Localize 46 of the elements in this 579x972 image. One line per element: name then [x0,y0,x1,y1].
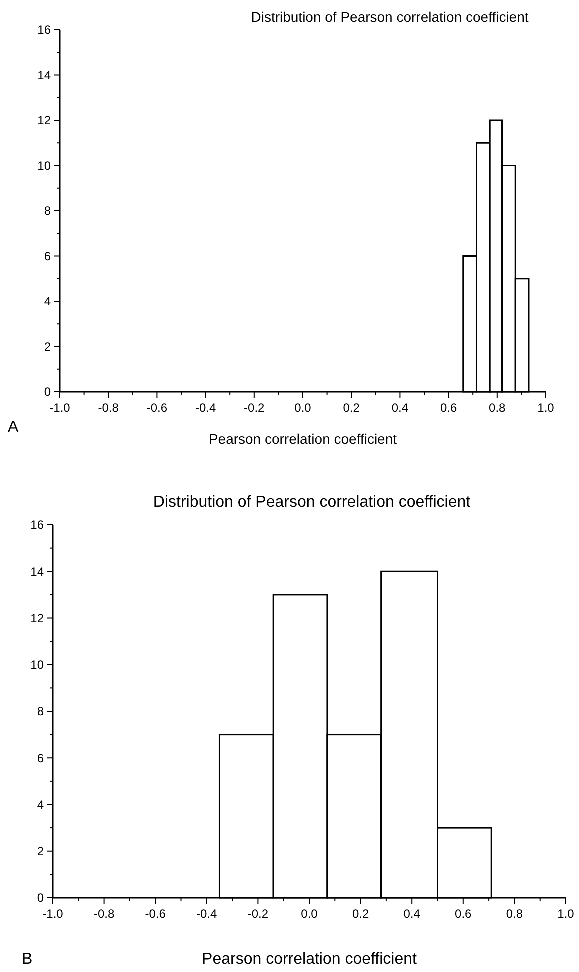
x-tick-label: 0.8 [489,401,506,415]
x-tick-label: -0.8 [98,401,120,415]
y-tick-label: 10 [38,158,52,173]
y-tick-label: 10 [30,658,44,672]
y-tick-label: 4 [37,798,44,812]
x-tick-label: -0.6 [146,401,168,415]
x-axis-title: Pearson correlation coefficient [208,431,398,447]
x-axis-title: Pearson correlation coefficient [202,951,418,968]
x-tick-label: 0.6 [440,401,458,415]
x-tick-label: 0.8 [506,907,524,921]
x-tick-label: 0.0 [294,401,312,415]
y-tick-label: 2 [37,844,44,859]
y-tick-label: 8 [37,704,44,719]
x-tick-label: 0.4 [392,401,409,415]
x-tick-label: 0.2 [343,401,360,415]
x-tick-label: 0.4 [404,907,421,921]
x-tick-label: 1.0 [558,907,575,921]
y-tick-label: 0 [37,891,44,906]
x-tick-label: -0.4 [196,907,218,921]
y-tick-label: 2 [44,340,52,354]
x-tick-label: -0.6 [145,907,166,921]
y-tick-label: 14 [30,564,44,579]
y-tick-label: 6 [44,249,52,264]
y-tick-label: 12 [38,114,52,128]
y-tick-label: 6 [37,751,44,766]
y-tick-label: 8 [44,204,52,218]
x-tick-label: 1.0 [538,401,555,415]
y-tick-label: 4 [44,294,52,309]
x-tick-label: -0.2 [248,907,269,921]
x-tick-label: -0.2 [244,401,266,415]
x-tick-label: 0.6 [455,907,472,921]
y-tick-label: 12 [30,611,44,626]
y-tick-label: 14 [38,68,52,82]
x-tick-label: -1.0 [50,401,71,415]
text: B [22,951,33,968]
x-tick-label: 0.2 [352,907,370,921]
y-tick-label: 16 [30,518,44,532]
y-tick-label: 16 [38,23,52,38]
x-tick-label: 0.0 [301,907,318,921]
x-tick-label: -0.8 [94,907,115,921]
x-tick-label: -1.0 [42,907,64,921]
x-tick-label: -0.4 [195,401,216,415]
chart-title: Distribution of Pearson correlation coefficient [251,9,529,25]
chart-title: Distribution of Pearson correlation coefficient [153,494,472,511]
y-tick-label: 0 [44,385,52,400]
text: A [8,419,19,436]
